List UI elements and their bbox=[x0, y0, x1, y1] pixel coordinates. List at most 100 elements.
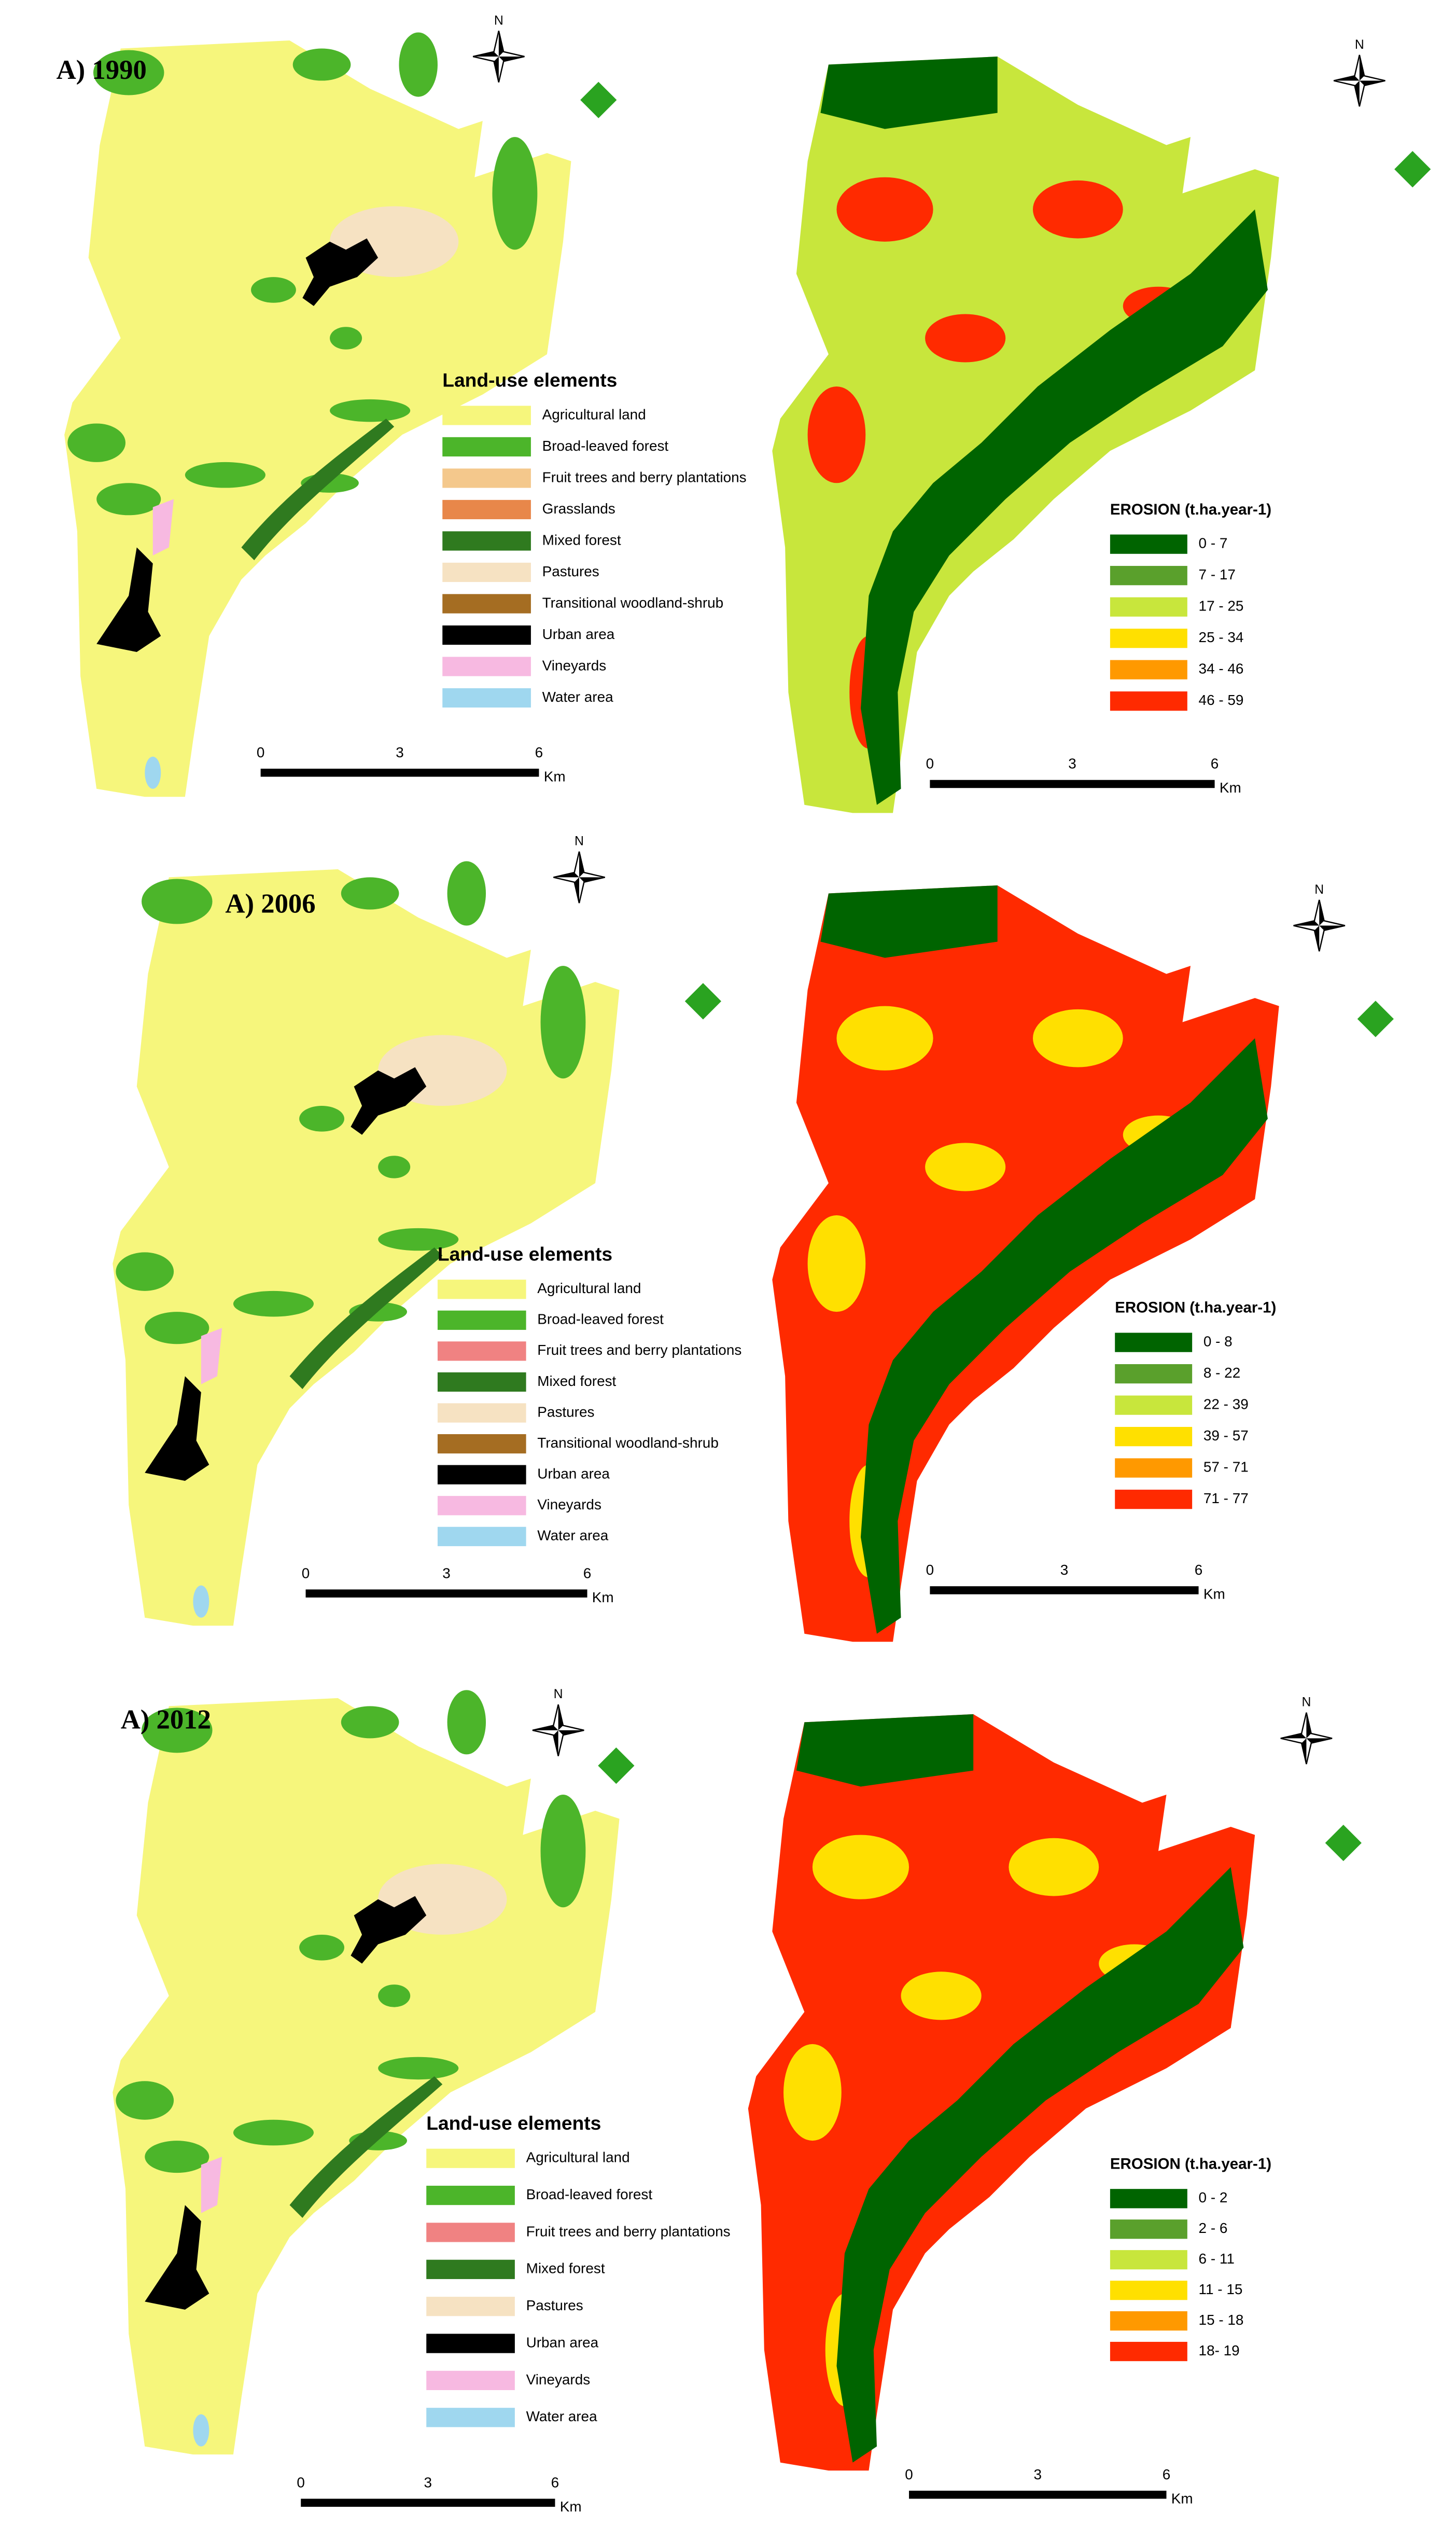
legend-label: 18- 19 bbox=[1199, 2342, 1240, 2358]
low-erosion-top bbox=[820, 885, 998, 958]
forest-patch bbox=[142, 1708, 213, 1753]
forest-patch bbox=[233, 2119, 314, 2146]
erosion-map bbox=[772, 885, 1279, 1642]
legend-swatch bbox=[1110, 2341, 1187, 2362]
north-arrow-fill bbox=[1334, 54, 1385, 107]
legend-label: Broad-leaved forest bbox=[542, 438, 669, 454]
mixed-forest bbox=[289, 1247, 443, 1390]
legend-swatch bbox=[442, 562, 531, 582]
north-label: N bbox=[1314, 883, 1324, 897]
urban-area bbox=[145, 1067, 427, 1481]
legend-label: 2 - 6 bbox=[1199, 2220, 1228, 2236]
scale-tick-label: 6 bbox=[1211, 756, 1219, 772]
erosion-patch bbox=[1009, 1838, 1099, 1896]
legend-label: Water area bbox=[526, 2408, 597, 2424]
legend-swatch bbox=[442, 531, 531, 551]
legend-swatch bbox=[426, 2259, 515, 2279]
legend-swatch bbox=[1110, 2311, 1187, 2331]
forest-patch bbox=[341, 877, 399, 910]
scale-tick-label: 6 bbox=[1195, 1562, 1203, 1578]
legend-swatch bbox=[442, 437, 531, 457]
forest-patch bbox=[93, 50, 164, 95]
legend-label: Agricultural land bbox=[537, 1280, 641, 1296]
legend-title: EROSION (t.ha.year-1) bbox=[1115, 1299, 1276, 1316]
urban-area bbox=[145, 1896, 427, 2310]
land-use-map bbox=[64, 32, 571, 797]
legend-swatch bbox=[437, 1526, 526, 1546]
water-area bbox=[193, 2414, 209, 2447]
north-label: N bbox=[554, 1687, 563, 1701]
scale-bar bbox=[930, 780, 1215, 788]
legend-swatch bbox=[1110, 691, 1187, 711]
legend-swatch bbox=[437, 1280, 526, 1299]
legend-label: Transitional woodland-shrub bbox=[542, 594, 724, 610]
legend-swatch bbox=[426, 2408, 515, 2427]
detached-patch bbox=[684, 983, 722, 1020]
low-erosion-band bbox=[860, 1038, 1268, 1634]
legend-label: Broad-leaved forest bbox=[537, 1311, 664, 1327]
scale-bar bbox=[909, 2490, 1167, 2499]
legend-label: 0 - 8 bbox=[1203, 1333, 1233, 1349]
water-area bbox=[193, 1585, 209, 1618]
legend-title: Land-use elements bbox=[442, 369, 617, 391]
forest-patch bbox=[330, 399, 411, 422]
legend-swatch bbox=[437, 1465, 526, 1484]
forest-patch bbox=[399, 32, 438, 97]
vineyards bbox=[152, 499, 174, 556]
mixed-forest bbox=[289, 2076, 443, 2218]
erosion-patch bbox=[807, 386, 866, 483]
forest-patch bbox=[540, 966, 586, 1079]
north-label: N bbox=[1301, 1696, 1311, 1710]
legend-label: Water area bbox=[542, 689, 613, 705]
legend-label: Urban area bbox=[542, 626, 615, 642]
scale-tick-label: 0 bbox=[302, 1565, 310, 1581]
erosion-patch bbox=[1032, 1009, 1123, 1067]
forest-patch bbox=[96, 483, 161, 516]
scale-tick-label: 3 bbox=[1060, 1562, 1069, 1578]
legend-swatch bbox=[437, 1434, 526, 1454]
legend-swatch bbox=[442, 657, 531, 676]
erosion-patch bbox=[783, 2044, 842, 2141]
scale-tick-label: 3 bbox=[442, 1565, 451, 1581]
north-label: N bbox=[575, 835, 584, 849]
forest-patch bbox=[145, 2141, 209, 2173]
legend-swatch bbox=[437, 1403, 526, 1423]
scale-tick-label: 0 bbox=[905, 2466, 913, 2482]
scale-unit: Km bbox=[592, 1589, 614, 1605]
low-erosion-band bbox=[860, 209, 1268, 805]
erosion-patch bbox=[836, 177, 933, 242]
forest-patch bbox=[299, 1106, 344, 1132]
legend-label: Grasslands bbox=[542, 501, 615, 517]
erosion-map bbox=[748, 1714, 1255, 2471]
legend-label: Agricultural land bbox=[526, 2149, 630, 2166]
north-arrow-fill bbox=[1293, 899, 1345, 952]
scale-unit: Km bbox=[1203, 1586, 1225, 1602]
legend-label: Vineyards bbox=[537, 1496, 601, 1512]
scale-unit: Km bbox=[1171, 2490, 1193, 2506]
detached-patch bbox=[598, 1747, 635, 1784]
legend-swatch bbox=[442, 406, 531, 425]
detached-patch bbox=[1325, 1824, 1362, 1862]
legend-label: 39 - 57 bbox=[1203, 1427, 1249, 1444]
erosion-patch bbox=[836, 1006, 933, 1071]
legend-title: EROSION (t.ha.year-1) bbox=[1110, 2155, 1271, 2172]
legend-label: Vineyards bbox=[526, 2371, 591, 2388]
scale-bar bbox=[301, 2499, 555, 2507]
legend-label: 0 - 7 bbox=[1199, 535, 1228, 551]
panel: A) 2006 N N Land-use elements Agricultural l… bbox=[113, 835, 1394, 1642]
scale-tick-label: 3 bbox=[1068, 756, 1076, 772]
forest-patch bbox=[145, 1312, 209, 1344]
forest-patch bbox=[233, 1290, 314, 1317]
forest-patch bbox=[185, 462, 265, 488]
legend-swatch bbox=[1115, 1395, 1193, 1415]
erosion-patch bbox=[901, 1972, 982, 2020]
forest-patch bbox=[447, 1690, 486, 1755]
north-label: N bbox=[1355, 38, 1364, 52]
panel: A) 2012 N N Land-use elements Agricultural l… bbox=[113, 1687, 1362, 2515]
legend-label: Mixed forest bbox=[526, 2260, 605, 2277]
legend-swatch bbox=[426, 2297, 515, 2316]
legend-swatch bbox=[437, 1310, 526, 1330]
legend-swatch bbox=[1110, 2189, 1187, 2209]
